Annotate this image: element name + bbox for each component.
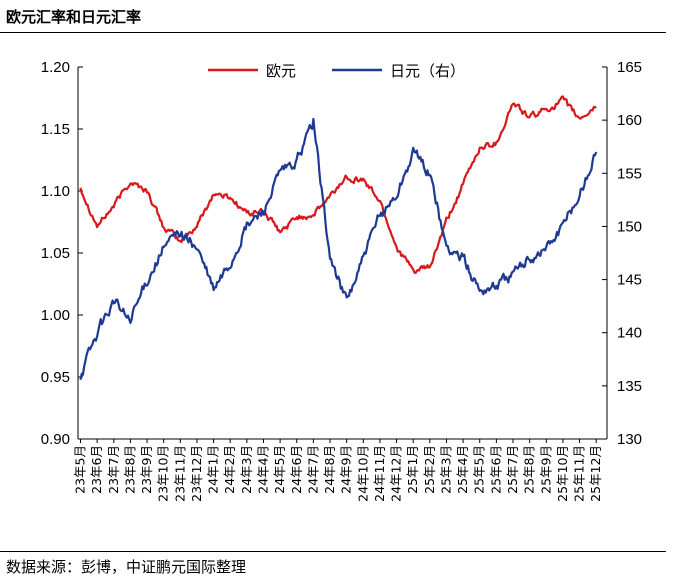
right-tick-label: 150 [617, 218, 642, 235]
x-tick-label: 23年10月 [156, 445, 171, 502]
legend-label-eur: 欧元 [266, 62, 296, 80]
x-tick-label: 23年12月 [189, 445, 204, 502]
x-tick-label: 25年7月 [505, 445, 520, 494]
x-tick-label: 25年9月 [538, 445, 553, 494]
right-tick-label: 140 [617, 325, 642, 342]
right-tick-label: 155 [617, 165, 642, 182]
x-tick-label: 23年8月 [122, 445, 137, 494]
x-tick-label: 24年10月 [355, 445, 370, 502]
top-divider [0, 32, 666, 33]
left-tick-label: 1.20 [41, 59, 70, 76]
x-tick-label: 25年11月 [572, 445, 587, 502]
right-tick-label: 130 [617, 431, 642, 448]
x-tick-label: 23年5月 [72, 445, 87, 494]
x-tick-label: 25年3月 [438, 445, 453, 494]
legend-label-jpy: 日元（右） [390, 62, 465, 80]
x-tick-label: 24年3月 [239, 445, 254, 494]
x-tick-label: 25年12月 [588, 445, 603, 502]
x-tick-label: 24年6月 [289, 445, 304, 494]
x-tick-label: 25年1月 [405, 445, 420, 494]
left-tick-label: 1.00 [41, 307, 70, 324]
x-tick-label: 24年5月 [272, 445, 287, 494]
x-tick-label: 24年9月 [339, 445, 354, 494]
chart-series [79, 95, 598, 381]
chart-title: 欧元汇率和日元汇率 [6, 8, 142, 26]
chart-axes: 1.20 1.15 1.10 1.05 1.00 0.95 0.90 165 160 155 150… [41, 59, 642, 502]
line-chart: 1.20 1.15 1.10 1.05 1.00 0.95 0.90 165 160 155 150… [41, 59, 642, 502]
x-tick-label: 25年4月 [455, 445, 470, 494]
left-tick-label: 1.10 [41, 183, 70, 200]
x-tick-label: 23年9月 [139, 445, 154, 494]
series-line-eur [79, 95, 597, 275]
x-tick-label: 23年11月 [172, 445, 187, 502]
x-tick-label: 24年11月 [372, 445, 387, 502]
x-tick-label: 24年7月 [305, 445, 320, 494]
left-tick-label: 0.90 [41, 431, 70, 448]
chart-legend: 欧元 日元（右） [208, 62, 465, 80]
bottom-divider [0, 551, 666, 552]
data-source-note: 数据来源：彭博，中证鹏元国际整理 [6, 558, 247, 576]
right-tick-label: 145 [617, 272, 642, 289]
right-tick-label: 135 [617, 378, 642, 395]
x-tick-label: 25年8月 [522, 445, 537, 494]
series-line-jpy [79, 117, 598, 381]
x-tick-label: 23年7月 [106, 445, 121, 494]
x-tick-label: 23年6月 [89, 445, 104, 494]
x-tick-label: 24年2月 [222, 445, 237, 494]
x-tick-label: 24年8月 [322, 445, 337, 494]
right-tick-label: 160 [617, 112, 642, 129]
x-tick-label: 25年2月 [422, 445, 437, 494]
left-tick-label: 1.05 [41, 245, 70, 262]
x-tick-label: 24年4月 [255, 445, 270, 494]
x-tick-label: 24年1月 [206, 445, 221, 494]
right-tick-label: 165 [617, 59, 642, 76]
x-tick-label: 25年5月 [472, 445, 487, 494]
left-tick-label: 0.95 [41, 369, 70, 386]
x-tick-label: 24年12月 [389, 445, 404, 502]
left-tick-label: 1.15 [41, 121, 70, 138]
x-tick-label: 25年10月 [555, 445, 570, 502]
x-tick-label: 25年6月 [488, 445, 503, 494]
